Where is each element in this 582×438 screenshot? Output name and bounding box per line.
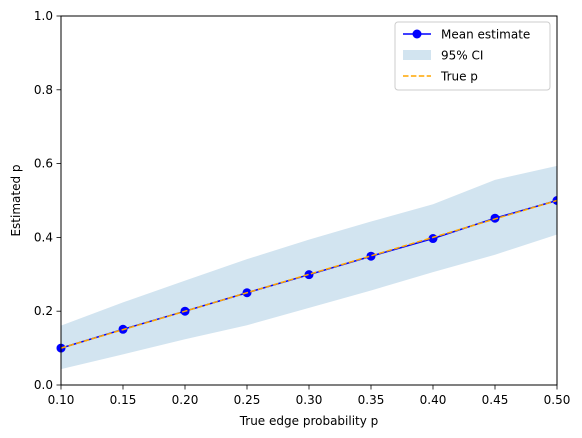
y-tick-label: 1.0 <box>34 9 53 23</box>
legend: Mean estimate 95% CI True p <box>394 21 551 91</box>
x-axis: 0.10 0.15 0.20 0.25 0.30 0.35 0.40 0.45 0.50 <box>48 385 571 407</box>
x-tick-label: 0.30 <box>296 393 323 407</box>
true-p-line <box>60 199 558 349</box>
legend-mean-marker <box>412 29 422 39</box>
legend-label: True p <box>440 70 478 84</box>
legend-ci-swatch <box>403 50 431 60</box>
x-tick-label: 0.50 <box>544 393 571 407</box>
y-axis: 0.0 0.2 0.4 0.6 0.8 1.0 <box>34 9 61 392</box>
legend-frame <box>394 21 551 91</box>
ci-band <box>61 165 557 370</box>
x-tick-label: 0.45 <box>482 393 509 407</box>
y-tick-label: 0.0 <box>34 378 53 392</box>
mean-estimate-point <box>428 234 438 244</box>
x-tick-label: 0.10 <box>48 393 75 407</box>
x-tick-label: 0.20 <box>172 393 199 407</box>
legend-label: Mean estimate <box>441 28 530 42</box>
y-tick-label: 0.6 <box>34 157 53 171</box>
x-tick-label: 0.25 <box>234 393 261 407</box>
mean-estimate-point <box>304 270 314 280</box>
x-tick-label: 0.35 <box>358 393 385 407</box>
legend-label: 95% CI <box>441 49 483 63</box>
x-tick-label: 0.40 <box>420 393 447 407</box>
mean-estimate-point <box>366 251 376 261</box>
y-tick-label: 0.4 <box>34 230 53 244</box>
x-axis-label: True edge probability p <box>239 414 379 428</box>
plot-area <box>56 165 558 370</box>
y-tick-label: 0.2 <box>34 304 53 318</box>
y-tick-label: 0.8 <box>34 83 53 97</box>
y-axis-label: Estimated p <box>9 164 23 236</box>
x-tick-label: 0.15 <box>110 393 137 407</box>
